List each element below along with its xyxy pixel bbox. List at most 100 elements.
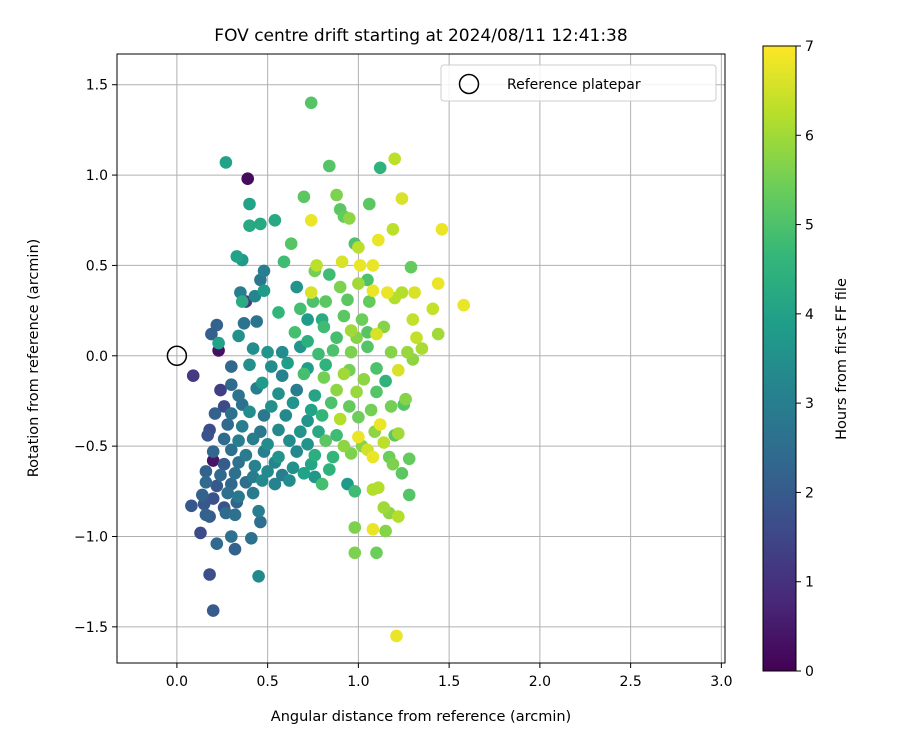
data-point <box>330 188 343 202</box>
data-point <box>277 255 291 269</box>
data-point <box>261 345 274 359</box>
data-point <box>379 374 392 388</box>
data-point <box>232 490 245 504</box>
data-point <box>395 192 409 205</box>
data-point <box>384 400 398 413</box>
data-point <box>410 331 423 345</box>
data-point <box>304 214 318 227</box>
x-axis-label: Angular distance from reference (arcmin) <box>271 709 571 725</box>
data-point <box>232 329 245 343</box>
data-point <box>384 345 398 359</box>
data-point <box>406 313 420 326</box>
data-point <box>308 448 322 462</box>
colorbar-ticks: 0 1 2 3 4 5 6 7 <box>796 39 814 680</box>
data-point <box>203 568 216 581</box>
colorbar-tick-label: 6 <box>805 128 814 144</box>
data-point <box>196 488 209 502</box>
data-point <box>348 521 362 534</box>
data-point <box>301 335 314 348</box>
data-point <box>343 212 356 225</box>
data-point <box>335 255 349 269</box>
data-point <box>308 389 322 402</box>
data-point <box>348 546 362 560</box>
y-axis-ticks: −1.5 −1.0 −0.5 0.0 0.5 1.0 1.5 <box>74 78 117 636</box>
x-tick-label: 2.5 <box>619 674 641 690</box>
data-point <box>355 313 369 326</box>
data-point <box>386 457 400 471</box>
data-point <box>333 280 347 294</box>
data-point <box>246 342 260 355</box>
data-point <box>395 467 409 480</box>
data-point <box>228 542 242 556</box>
y-tick-label: −1.0 <box>74 530 108 546</box>
data-point <box>402 488 416 502</box>
data-point <box>392 510 405 523</box>
colorbar-tick-label: 7 <box>805 39 814 55</box>
colorbar-bar <box>762 45 797 672</box>
data-point <box>272 450 285 464</box>
data-point <box>255 376 269 390</box>
data-point <box>257 284 271 298</box>
colorbar-tick-label: 3 <box>805 396 814 412</box>
data-point <box>312 347 325 361</box>
data-point <box>210 318 224 332</box>
data-point <box>228 467 242 480</box>
data-point <box>268 477 282 491</box>
data-point <box>246 486 260 500</box>
data-point <box>361 340 374 354</box>
data-point <box>212 336 225 350</box>
x-tick-label: 3.0 <box>710 674 732 690</box>
colorbar: 0 1 2 3 4 5 6 7 Hours from first FF file <box>762 39 850 680</box>
data-point <box>319 434 333 448</box>
data-point <box>366 523 380 536</box>
data-point <box>392 363 405 377</box>
data-point <box>323 463 336 476</box>
data-point <box>214 383 227 397</box>
data-point <box>248 459 262 473</box>
data-point <box>435 223 449 236</box>
data-point <box>221 486 234 500</box>
data-point <box>364 403 378 417</box>
data-point <box>301 414 314 428</box>
data-point <box>323 159 336 173</box>
data-point <box>225 407 238 420</box>
data-point <box>254 217 267 231</box>
data-point <box>457 298 471 312</box>
data-point <box>304 403 318 417</box>
data-point <box>199 476 213 489</box>
colorbar-tick-label: 1 <box>805 575 814 591</box>
data-point <box>304 96 318 110</box>
x-tick-label: 0.0 <box>166 674 188 690</box>
data-point <box>317 371 331 384</box>
data-point <box>310 259 323 272</box>
data-point <box>288 326 302 339</box>
data-point <box>206 492 220 505</box>
data-point <box>301 438 314 451</box>
data-point <box>326 450 340 464</box>
data-point <box>330 429 343 442</box>
data-point <box>243 197 256 211</box>
data-point <box>315 477 329 491</box>
data-point <box>366 284 380 298</box>
data-point <box>399 392 412 406</box>
data-point <box>390 629 403 643</box>
data-point <box>275 345 289 359</box>
y-tick-label: −1.5 <box>74 620 108 636</box>
data-point <box>290 445 304 458</box>
data-point <box>330 331 343 345</box>
legend: Reference platepar <box>440 64 717 102</box>
data-point <box>239 448 253 462</box>
data-point <box>206 445 220 458</box>
data-point <box>252 504 265 518</box>
data-point <box>381 286 394 299</box>
data-point <box>401 345 414 359</box>
data-point <box>304 286 318 299</box>
data-point <box>245 532 258 545</box>
data-point <box>261 438 274 451</box>
plot-frame <box>116 53 726 664</box>
data-point <box>373 161 387 175</box>
data-point <box>408 286 421 299</box>
data-point <box>404 260 418 274</box>
data-point <box>221 418 234 431</box>
